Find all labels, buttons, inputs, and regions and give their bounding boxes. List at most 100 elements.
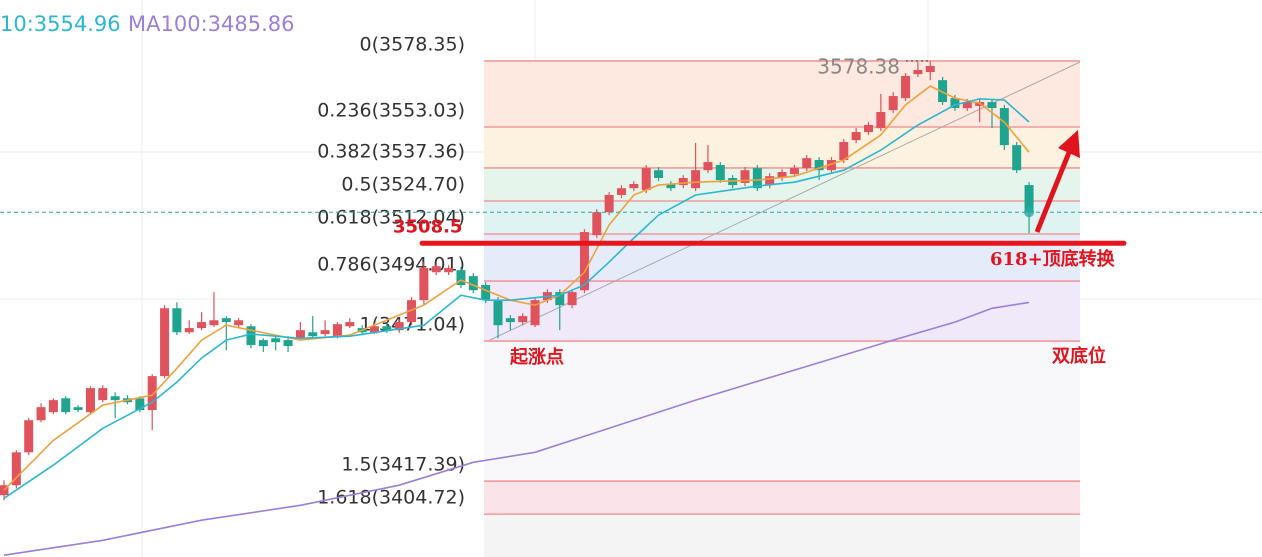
candle-body (987, 102, 997, 109)
candle-body (271, 338, 281, 343)
candle-body (320, 330, 330, 335)
candle-body (703, 162, 713, 171)
candle-body (172, 308, 182, 333)
candle-body (98, 388, 108, 401)
candle-body (604, 194, 614, 213)
candle-body (73, 407, 83, 411)
candle-body (36, 407, 46, 421)
high-label: 3578.38 (817, 54, 900, 78)
candle-body (234, 320, 244, 326)
candle-body (370, 326, 379, 333)
candle-body (147, 376, 157, 411)
overlay: 3508.5 3578.38 (0, 54, 1262, 246)
fib-band (484, 200, 1080, 235)
fib-label: 1.5(3417.39) (341, 454, 465, 476)
trend-line (489, 61, 1081, 341)
candle-body (221, 318, 231, 323)
candle-body (184, 328, 194, 333)
candle-body (419, 268, 429, 301)
candle-body (901, 75, 911, 99)
candle-body (407, 300, 417, 323)
candle-body (864, 125, 873, 133)
candle-body (468, 276, 478, 291)
candle-body (765, 176, 775, 186)
candle-body (740, 170, 750, 183)
ma-line (3, 98, 1030, 499)
candle-body (444, 268, 454, 273)
candle-body (505, 318, 515, 323)
candle-body (592, 212, 602, 236)
candle-body (456, 270, 466, 286)
candle-body (332, 324, 342, 337)
candle-body (481, 285, 491, 301)
candle-body (258, 340, 268, 347)
candle-body (197, 322, 207, 329)
annotation: 618+顶底转换 (990, 248, 1116, 270)
candle-body (913, 69, 923, 75)
candle-body (85, 388, 95, 413)
fib-band (484, 341, 1080, 482)
fibonacci: 0(3578.35) 0.236(3553.03) 0.382(3537.36) 0.… (317, 33, 1080, 557)
fib-label: 1.618(3404.72) (317, 487, 465, 509)
candle-body (962, 102, 972, 109)
fib-label: 0.786(3494.01) (317, 254, 465, 276)
candle-body (814, 160, 824, 171)
candle-body (555, 292, 565, 306)
candle-body (246, 326, 256, 346)
candle-body (950, 98, 960, 109)
fib-label: 0(3578.35) (360, 33, 465, 55)
candle-body (110, 396, 120, 401)
candle-body (789, 168, 799, 175)
arrow-head (1058, 130, 1080, 158)
candle-body (345, 322, 355, 327)
candle-body (518, 316, 528, 323)
candle-body (530, 300, 540, 326)
legend-ma100: MA100:3485.86 (128, 12, 294, 36)
candle-body (876, 111, 886, 129)
candle-body (851, 132, 861, 141)
last-price-dot (1024, 207, 1035, 218)
candle-body (839, 141, 849, 161)
candle-body (678, 178, 688, 186)
candle-body (283, 340, 293, 347)
candle-body (888, 96, 898, 111)
candle-body (938, 80, 948, 103)
candle-body (493, 300, 503, 326)
fib-band (484, 514, 1080, 557)
candle-body (382, 326, 392, 331)
candle-body (24, 420, 34, 453)
candle-body (209, 320, 219, 326)
candle-body (826, 160, 836, 171)
candle-body (641, 168, 651, 191)
fib-label: 0.5(3524.70) (341, 173, 465, 195)
candle-body (629, 184, 639, 189)
candle-body (48, 400, 58, 413)
plot (0, 60, 1034, 556)
candle-body (61, 398, 71, 413)
candle-body (666, 184, 676, 189)
candle-body (691, 170, 701, 189)
fib-band (484, 60, 1080, 128)
candle-body (160, 308, 170, 377)
candle-body (654, 170, 664, 179)
annotation: 起涨点 (509, 346, 564, 368)
candle-body (11, 452, 21, 486)
candle-body (925, 66, 935, 73)
candle-body (802, 158, 812, 169)
arrow (1034, 144, 1075, 233)
candle-body (567, 292, 577, 306)
annotation: 双底位 (1052, 345, 1106, 367)
candle-body (295, 330, 305, 339)
ma-line (3, 301, 1030, 556)
candle-body (752, 168, 762, 189)
fib-band (484, 481, 1080, 515)
candle-body (135, 398, 145, 411)
candle-body (431, 266, 441, 273)
support-label: 3508.5 (393, 216, 462, 237)
fib-label: 0.236(3553.03) (317, 100, 465, 122)
candle-body (617, 188, 626, 195)
candle-body (999, 108, 1009, 146)
candle-body (394, 322, 404, 331)
candle-body (777, 172, 787, 179)
